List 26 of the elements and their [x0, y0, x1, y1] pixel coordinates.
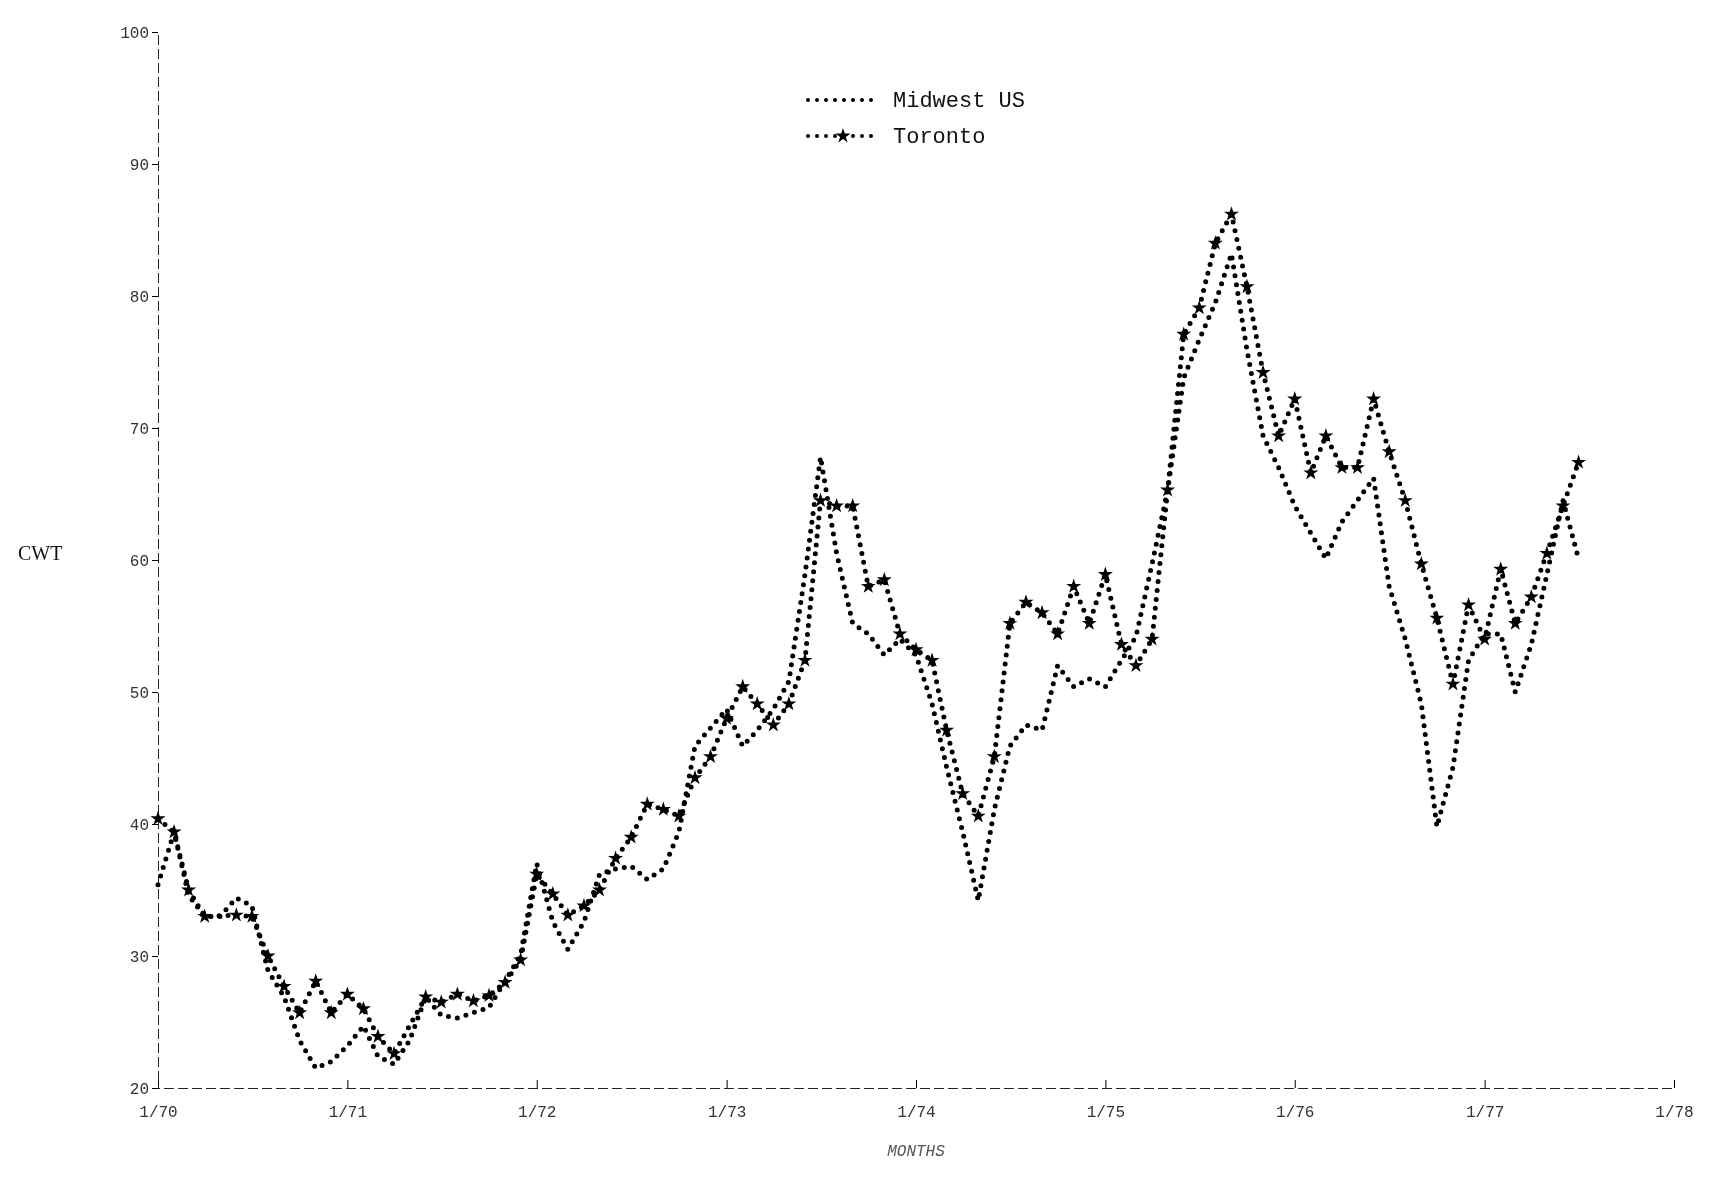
point [166, 824, 182, 839]
y-tick-label: 70 [129, 420, 149, 439]
y-axis-title: CWT [18, 542, 63, 564]
y-tick-label: 30 [129, 948, 149, 967]
legend-label: Toronto [893, 125, 986, 150]
x-tick-label: 1/72 [518, 1103, 557, 1122]
y-tick-label: 80 [129, 288, 149, 307]
x-tick-label: 1/75 [1086, 1103, 1126, 1122]
x-tick-label: 1/70 [139, 1103, 178, 1122]
y-tick-label: 40 [129, 816, 149, 835]
legend-label: Midwest US [893, 89, 1026, 114]
x-tick-label: 1/78 [1655, 1103, 1694, 1122]
x-tick-label: 1/73 [707, 1103, 747, 1122]
x-tick-label: 1/74 [897, 1103, 936, 1122]
y-tick-label: 20 [129, 1080, 149, 1099]
y-tick-label: 100 [120, 24, 149, 43]
y-tick-label: 60 [129, 552, 149, 571]
x-axis-title: MONTHS [887, 1143, 946, 1161]
point [1160, 482, 1176, 497]
point [418, 989, 434, 1004]
y-tick-label: 50 [129, 684, 149, 703]
x-tick-label: 1/76 [1276, 1103, 1315, 1122]
x-tick-label: 1/77 [1465, 1103, 1505, 1122]
x-tick-label: 1/71 [328, 1103, 368, 1122]
point [497, 974, 513, 989]
y-tick-label: 90 [129, 156, 149, 175]
